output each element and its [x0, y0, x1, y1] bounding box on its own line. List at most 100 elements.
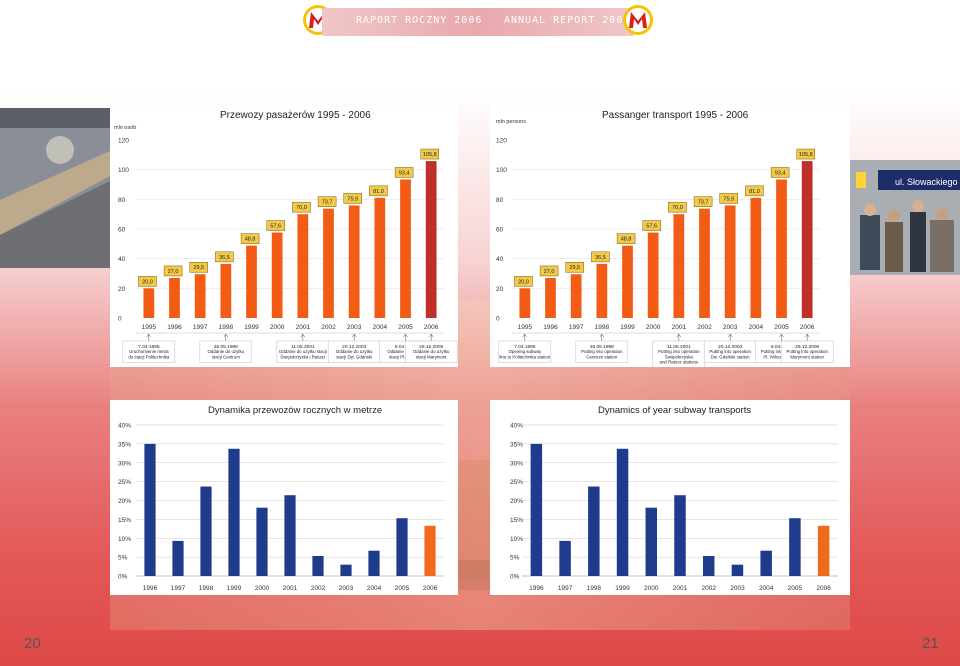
data-label: 81,0	[749, 189, 760, 195]
data-label: 81,0	[373, 189, 384, 195]
y-tick-label: 15%	[510, 517, 523, 524]
x-tick-label: 2004	[367, 585, 382, 592]
x-tick-label: 2003	[347, 324, 362, 331]
y-tick-label: 30%	[510, 460, 523, 467]
milestone-text: and Ratusz stations	[660, 360, 699, 365]
milestone-text: Uruchomienie metra	[129, 349, 169, 354]
y-tick-label: 30%	[118, 460, 131, 467]
x-tick-label: 1996	[143, 585, 158, 592]
x-tick-label: 1996	[167, 324, 182, 331]
milestone-text: 7.04.1995	[514, 344, 536, 350]
milestone-text: 20.12.2003	[342, 344, 366, 350]
bar-2003	[724, 205, 736, 318]
y-tick-label: 35%	[510, 441, 523, 448]
milestone-box	[404, 340, 458, 363]
data-label: 105,8	[799, 152, 813, 158]
x-tick-label: 1995	[142, 324, 157, 331]
y-tick-label: 40	[118, 256, 126, 263]
data-label: 36,5	[219, 255, 230, 261]
x-tick-label: 1998	[199, 585, 214, 592]
x-tick-label: 1998	[587, 585, 602, 592]
y-tick-label: 80	[496, 197, 504, 204]
milestone-text: 29.12.2006	[419, 344, 443, 350]
data-label: 29,5	[569, 265, 580, 271]
y-tick-label: 15%	[118, 517, 131, 524]
y-tick-label: 60	[118, 227, 126, 234]
x-tick-label: 2006	[800, 324, 815, 331]
data-label-box	[539, 265, 559, 277]
x-tick-label: 2002	[311, 585, 326, 592]
svg-text:ul. Słowackiego: ul. Słowackiego	[895, 177, 958, 187]
x-tick-label: 2001	[283, 585, 298, 592]
x-tick-label: 1997	[193, 324, 208, 331]
x-tick-label: 2000	[646, 324, 661, 331]
milestone-box	[122, 340, 176, 363]
y-tick-label: 0	[496, 316, 500, 323]
bar-2002	[699, 208, 710, 318]
data-label: 27,0	[168, 269, 179, 275]
x-tick-label: 2005	[774, 324, 789, 331]
milestone-text: line to Politechnika station	[499, 354, 550, 359]
x-tick-label: 1995	[518, 324, 533, 331]
milestone-text: Centrum station	[586, 354, 618, 359]
bar-2004	[760, 550, 772, 576]
bar-1998	[200, 486, 212, 576]
page-number-left: 20	[24, 635, 41, 652]
bar-1999	[228, 448, 240, 576]
bar-2000	[256, 507, 268, 576]
bar-2000	[647, 232, 659, 318]
x-tick-label: 2004	[373, 324, 388, 331]
bar-2005	[789, 518, 801, 576]
y-axis-label: mln osób	[114, 125, 136, 131]
bar-1999	[622, 245, 633, 318]
data-label-box	[215, 251, 234, 263]
milestone-text: Putting into operation	[786, 349, 828, 354]
bar-1996	[169, 277, 180, 318]
bar-2001	[297, 214, 309, 318]
milestone-text: 26.05.1998	[590, 344, 614, 350]
x-tick-label: 2003	[723, 324, 738, 331]
x-tick-label: 2001	[672, 324, 687, 331]
bar-1995	[519, 288, 531, 318]
milestone-arrow-head	[146, 333, 152, 338]
milestone-text: Oddanie do użytku	[208, 349, 245, 354]
x-tick-label: 2006	[423, 585, 438, 592]
bar-2004	[368, 550, 380, 576]
data-label-box	[240, 233, 260, 244]
bar-2002	[702, 555, 715, 576]
milestone-arrow-head	[599, 333, 605, 338]
x-tick-label: 2000	[644, 585, 659, 592]
data-label: 48,8	[621, 237, 632, 243]
y-tick-label: 120	[118, 138, 129, 145]
data-label: 36,5	[595, 255, 606, 261]
bar-2005	[776, 179, 787, 318]
header-title-pl: RAPORT ROCZNY 2006	[356, 15, 483, 26]
subway-photo-right: ul. Słowackiego	[850, 160, 960, 275]
data-label-box	[163, 265, 183, 277]
bar-1996	[545, 277, 556, 318]
x-tick-label: 2000	[270, 324, 285, 331]
bar-2005	[396, 518, 408, 576]
data-label-box	[565, 261, 585, 273]
data-label-box	[719, 193, 739, 204]
milestone-arrow-head	[779, 333, 784, 338]
bar-2002	[323, 208, 334, 318]
milestone-text: stacji Centrum	[212, 354, 240, 359]
x-tick-label: 1997	[569, 324, 584, 331]
bar-2000	[271, 232, 283, 318]
data-label-box	[292, 201, 311, 213]
data-label: 75,9	[347, 196, 358, 202]
data-label: 48,8	[245, 237, 256, 243]
bar-2003	[348, 205, 360, 318]
dynamics-chart-pl-card: Dynamika przewozów rocznych w metrze 0% 5%…	[110, 400, 458, 595]
data-label-box	[745, 185, 764, 197]
y-tick-label: 100	[118, 167, 129, 174]
dynamics-chart-pl: Dynamika przewozów rocznych w metrze 0% 5%…	[118, 405, 444, 592]
milestone-text: Oddanie do użytku	[413, 349, 450, 354]
milestone-box	[780, 340, 834, 363]
chart-title: Dynamika przewozów rocznych w metrze	[208, 405, 382, 416]
y-tick-label: 10%	[118, 536, 131, 543]
y-tick-label: 20	[496, 286, 504, 293]
y-tick-label: 0	[118, 316, 122, 323]
x-tick-label: 2000	[255, 585, 270, 592]
